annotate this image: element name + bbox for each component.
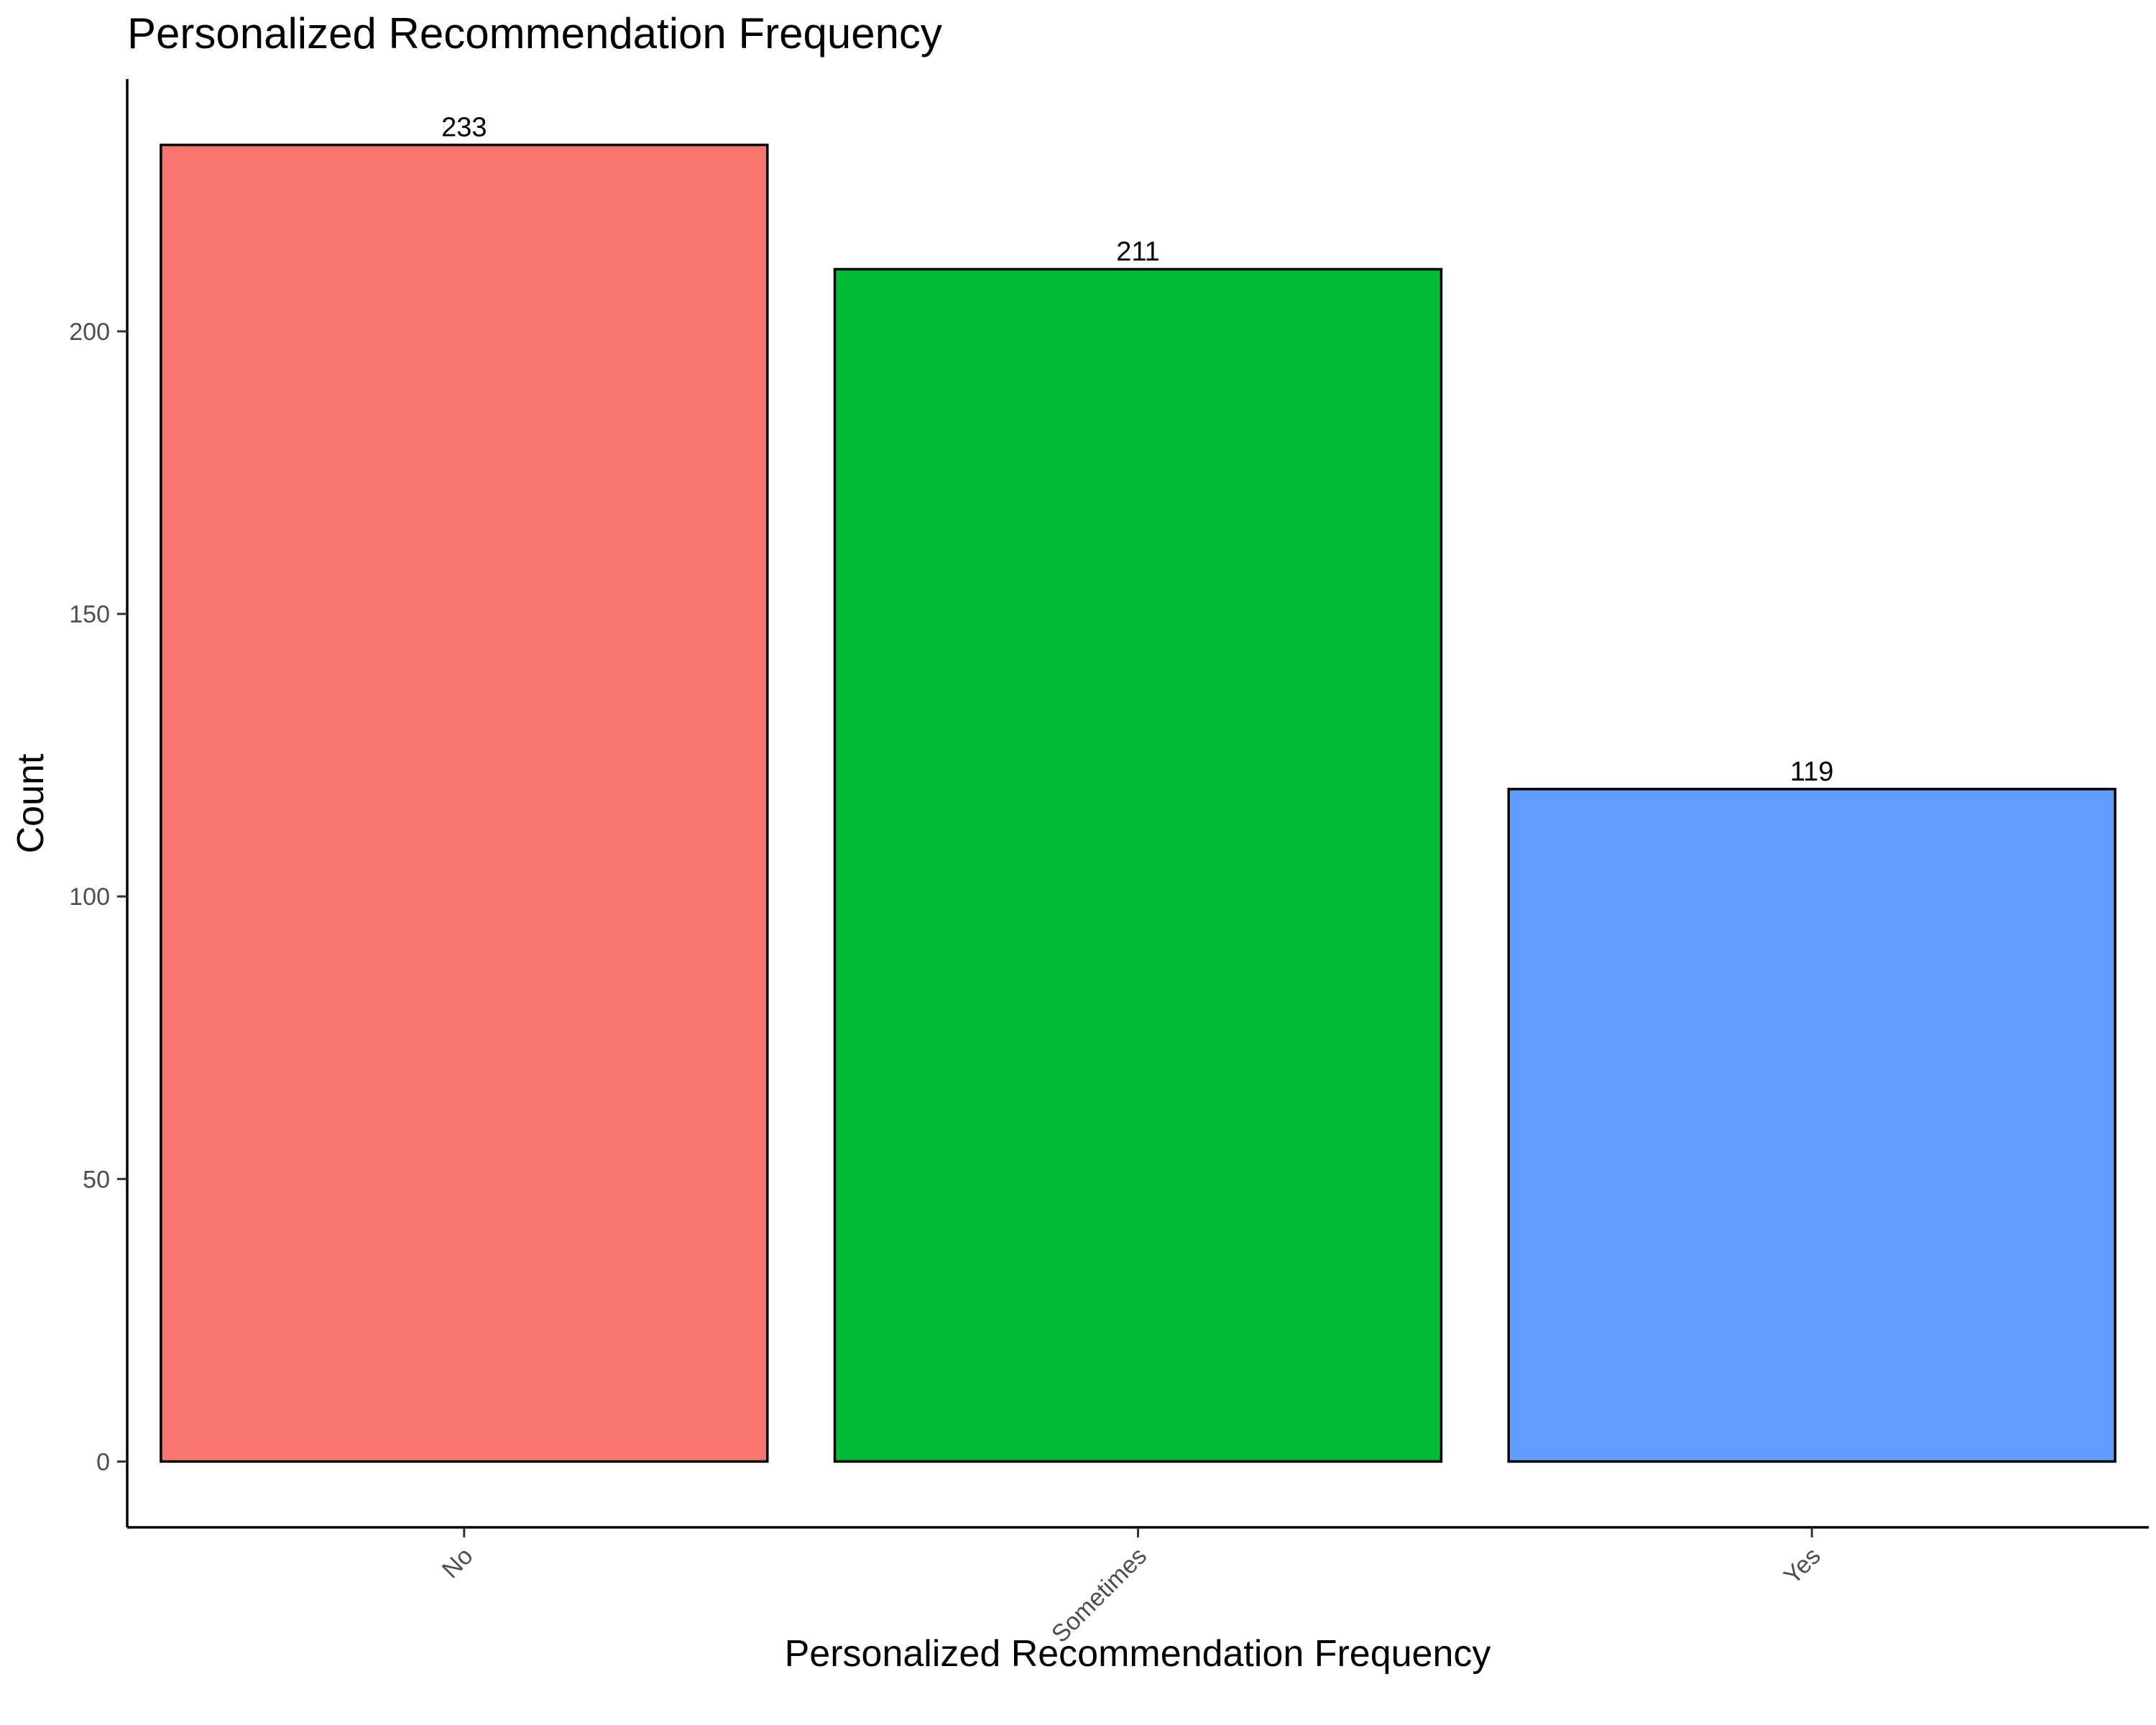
data-label-sometimes: 211 — [1116, 237, 1160, 267]
data-label-yes: 119 — [1790, 757, 1834, 787]
x-axis-title: Personalized Recommendation Frequency — [785, 1633, 1491, 1675]
x-tick-label-no: No — [437, 1542, 479, 1584]
y-tick-label: 150 — [69, 601, 110, 628]
y-tick-label: 0 — [96, 1448, 110, 1476]
x-tick-label-sometimes: Sometimes — [1046, 1542, 1152, 1648]
data-labels: 233 211 119 — [441, 113, 1833, 787]
y-tick-label: 50 — [83, 1166, 110, 1193]
y-axis-title: Count — [10, 753, 52, 853]
bars — [160, 143, 2116, 1463]
bar-no — [160, 143, 769, 1463]
chart-title: Personalized Recommendation Frequency — [127, 9, 942, 58]
bar-yes — [1507, 788, 2116, 1463]
x-axis-ticks: No Sometimes Yes — [437, 1527, 1826, 1648]
y-tick-label: 100 — [69, 883, 110, 911]
y-axis-ticks: 0 50 100 150 200 — [69, 318, 127, 1476]
x-tick-label-yes: Yes — [1779, 1542, 1826, 1590]
y-tick-label: 200 — [69, 318, 110, 346]
data-label-no: 233 — [441, 113, 487, 143]
bar-sometimes — [833, 267, 1443, 1463]
